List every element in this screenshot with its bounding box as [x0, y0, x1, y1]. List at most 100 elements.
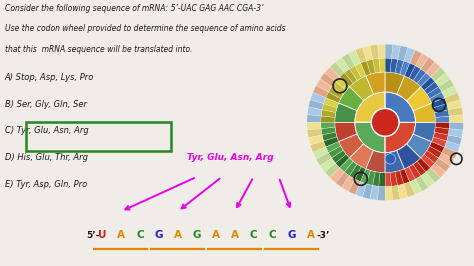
Wedge shape	[385, 151, 404, 173]
Wedge shape	[435, 73, 450, 87]
Wedge shape	[407, 87, 432, 111]
Wedge shape	[324, 98, 338, 108]
Wedge shape	[313, 85, 328, 98]
Wedge shape	[325, 163, 340, 178]
Wedge shape	[321, 127, 336, 135]
Wedge shape	[344, 69, 357, 84]
Wedge shape	[442, 85, 457, 98]
Wedge shape	[310, 141, 326, 152]
Text: Consider the following sequence of mRNA: 5’-UAC GAG AAC CGA-3’: Consider the following sequence of mRNA:…	[5, 4, 263, 13]
Wedge shape	[421, 154, 435, 168]
Wedge shape	[355, 167, 366, 182]
Wedge shape	[398, 184, 408, 199]
Wedge shape	[435, 122, 449, 129]
Wedge shape	[385, 58, 392, 72]
Wedge shape	[385, 122, 416, 153]
Wedge shape	[415, 53, 428, 69]
Wedge shape	[349, 66, 361, 80]
Wedge shape	[370, 185, 379, 200]
Wedge shape	[397, 144, 421, 169]
Wedge shape	[385, 92, 416, 122]
Text: Use the codon wheel provided to determine the sequence of amino acids: Use the codon wheel provided to determin…	[5, 24, 285, 34]
Wedge shape	[415, 176, 428, 191]
Wedge shape	[366, 151, 385, 173]
Wedge shape	[349, 164, 361, 179]
Wedge shape	[320, 158, 336, 172]
Wedge shape	[435, 127, 449, 135]
Wedge shape	[366, 59, 375, 74]
Wedge shape	[417, 158, 430, 172]
Wedge shape	[421, 172, 435, 187]
Wedge shape	[449, 115, 463, 122]
Wedge shape	[332, 150, 346, 163]
Wedge shape	[433, 132, 448, 141]
Wedge shape	[373, 58, 380, 73]
Wedge shape	[320, 73, 336, 87]
Wedge shape	[429, 92, 445, 103]
Wedge shape	[316, 79, 332, 92]
Wedge shape	[413, 69, 426, 84]
Wedge shape	[410, 50, 422, 66]
Text: Tyr, Glu, Asn, Arg: Tyr, Glu, Asn, Arg	[187, 153, 274, 162]
Text: A: A	[307, 230, 314, 240]
Wedge shape	[307, 115, 321, 122]
Wedge shape	[400, 169, 410, 184]
Wedge shape	[361, 61, 371, 76]
Wedge shape	[392, 185, 401, 200]
Text: A: A	[231, 230, 238, 240]
Text: -3’: -3’	[316, 231, 329, 240]
Wedge shape	[424, 150, 438, 163]
Wedge shape	[421, 77, 435, 90]
Wedge shape	[363, 184, 373, 199]
Wedge shape	[336, 172, 349, 187]
Wedge shape	[432, 98, 447, 108]
Wedge shape	[426, 62, 440, 77]
Wedge shape	[330, 168, 344, 183]
Wedge shape	[363, 46, 373, 61]
Wedge shape	[435, 158, 450, 172]
Wedge shape	[445, 141, 460, 152]
Wedge shape	[309, 135, 324, 145]
Text: B) Ser, Gly, Gln, Ser: B) Ser, Gly, Gln, Ser	[5, 100, 87, 109]
Wedge shape	[426, 168, 440, 183]
Text: A: A	[212, 230, 219, 240]
Wedge shape	[397, 76, 421, 101]
Wedge shape	[435, 110, 449, 117]
Wedge shape	[366, 171, 375, 185]
Wedge shape	[385, 72, 404, 94]
Wedge shape	[344, 161, 357, 176]
Wedge shape	[355, 92, 385, 122]
Wedge shape	[321, 110, 336, 117]
Text: G: G	[287, 230, 296, 240]
Text: G: G	[192, 230, 201, 240]
Wedge shape	[413, 161, 426, 176]
Wedge shape	[328, 146, 343, 158]
Wedge shape	[355, 182, 366, 197]
Wedge shape	[313, 147, 328, 159]
Wedge shape	[355, 122, 385, 153]
Wedge shape	[316, 153, 332, 166]
Wedge shape	[448, 107, 463, 116]
Wedge shape	[326, 142, 341, 153]
Wedge shape	[328, 87, 343, 99]
Wedge shape	[336, 154, 349, 168]
Text: A: A	[174, 230, 182, 240]
Wedge shape	[395, 59, 404, 74]
Wedge shape	[410, 179, 422, 195]
Wedge shape	[379, 173, 385, 187]
Wedge shape	[385, 44, 393, 58]
Wedge shape	[432, 137, 447, 147]
Wedge shape	[349, 76, 374, 101]
Wedge shape	[307, 107, 322, 116]
Wedge shape	[370, 44, 379, 59]
Text: A) Stop, Asp, Lys, Pro: A) Stop, Asp, Lys, Pro	[5, 73, 94, 82]
Wedge shape	[442, 147, 457, 159]
Wedge shape	[409, 66, 421, 80]
Wedge shape	[321, 116, 335, 122]
Wedge shape	[404, 48, 415, 63]
Circle shape	[371, 109, 399, 136]
Wedge shape	[427, 146, 442, 158]
Wedge shape	[421, 57, 435, 73]
Wedge shape	[336, 57, 349, 73]
Wedge shape	[307, 129, 322, 138]
